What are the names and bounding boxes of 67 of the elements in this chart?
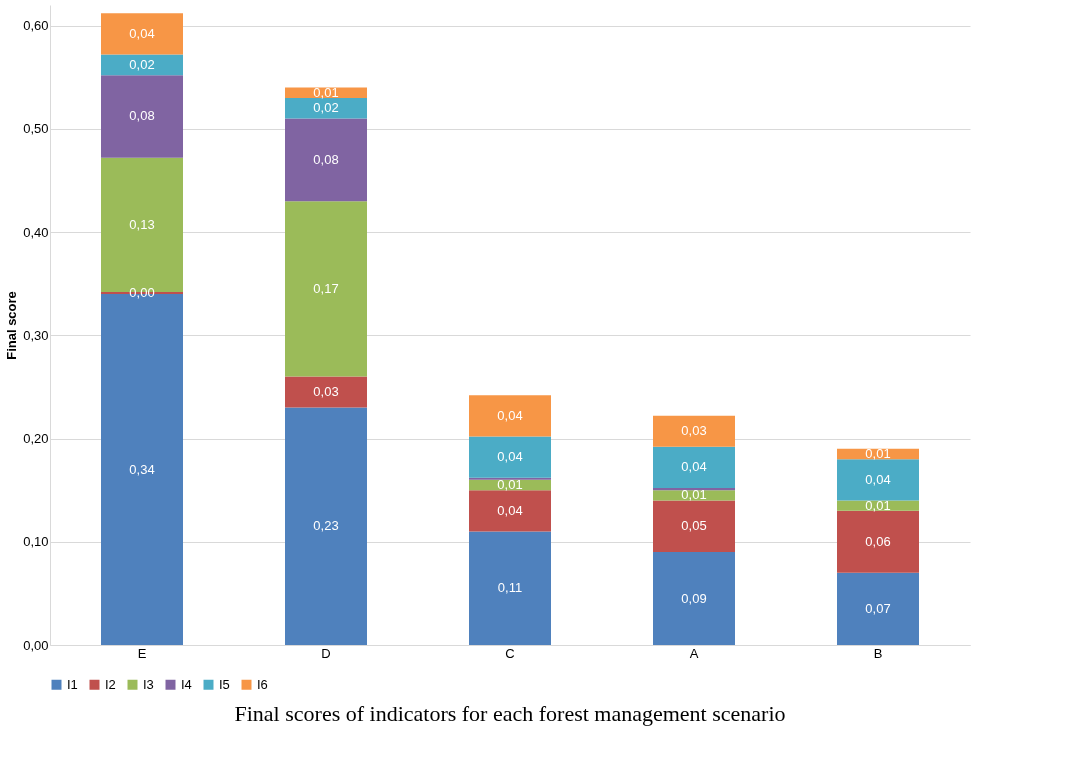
bar: [837, 510, 919, 573]
bar: [469, 436, 551, 478]
bar: [285, 118, 367, 202]
data-label: 0,08: [313, 151, 339, 167]
bar: [285, 376, 367, 408]
text: Final scores of indicators for each forest management scenario: [234, 701, 786, 726]
bar: [837, 572, 919, 645]
bar: [469, 490, 551, 532]
y-tick-label: 0,00: [23, 637, 49, 653]
data-label: 0,01: [865, 497, 891, 513]
bar: [285, 407, 367, 645]
y-tick-label: 0,30: [23, 327, 49, 343]
legend-label: I3: [143, 676, 154, 692]
data-label: 0,17: [313, 280, 339, 296]
data-label: 0,34: [129, 461, 155, 477]
bar: [653, 446, 735, 489]
bar: [469, 531, 551, 645]
bar: [469, 395, 551, 437]
legend-label: I4: [181, 676, 192, 692]
bar: [653, 500, 735, 553]
data-label: 0,01: [313, 84, 339, 100]
x-tick-label: B: [873, 645, 883, 661]
y-tick-label: 0,50: [23, 121, 49, 137]
data-label: 0,02: [129, 56, 155, 72]
data-label: 0,03: [313, 384, 339, 400]
data-label: 0,01: [497, 477, 523, 492]
legend-label: I6: [257, 676, 268, 692]
data-label: 0,04: [129, 25, 155, 41]
data-label: 0,06: [865, 533, 891, 549]
bar: [837, 500, 919, 511]
data-label: 0,23: [313, 518, 339, 534]
data-label: 0,11: [497, 580, 523, 596]
bar: [469, 477, 551, 480]
bar: [101, 75, 183, 158]
data-label: 0,09: [681, 590, 707, 606]
data-label: 0,03: [681, 423, 707, 439]
bar: [837, 459, 919, 501]
data-label: 0,04: [497, 407, 523, 423]
data-label: 0,01: [681, 487, 707, 503]
x-tick-label: D: [321, 645, 331, 661]
y-tick-label: 0,60: [23, 18, 49, 34]
data-label: 0,08: [129, 108, 155, 124]
data-label: 0,13: [129, 216, 155, 232]
bar: [653, 488, 735, 491]
y-tick-label: 0,20: [23, 431, 49, 447]
data-label: 0,01: [865, 446, 891, 462]
legend-label: I5: [219, 676, 230, 692]
data-label: 0,04: [865, 471, 891, 487]
data-label: 0,02: [313, 100, 339, 116]
data-label: 0,04: [681, 459, 707, 475]
x-tick-label: C: [505, 645, 515, 661]
legend-label: I2: [105, 676, 116, 692]
data-label: 0,05: [681, 518, 707, 534]
data-label: 0,04: [497, 502, 523, 518]
x-tick-label: A: [689, 645, 699, 661]
data-label: 0,07: [865, 600, 891, 616]
bar: [653, 415, 735, 447]
bar: [285, 97, 367, 119]
bar: [285, 201, 367, 377]
data-label: 0,04: [497, 449, 523, 465]
y-tick-label: 0,40: [23, 224, 49, 240]
x-tick-label: E: [137, 645, 147, 661]
y-tick-label: 0,10: [23, 534, 49, 550]
y-axis-title: Final score: [4, 291, 20, 360]
legend-label: I1: [67, 676, 78, 692]
bar: [101, 13, 183, 55]
bar: [653, 552, 735, 645]
